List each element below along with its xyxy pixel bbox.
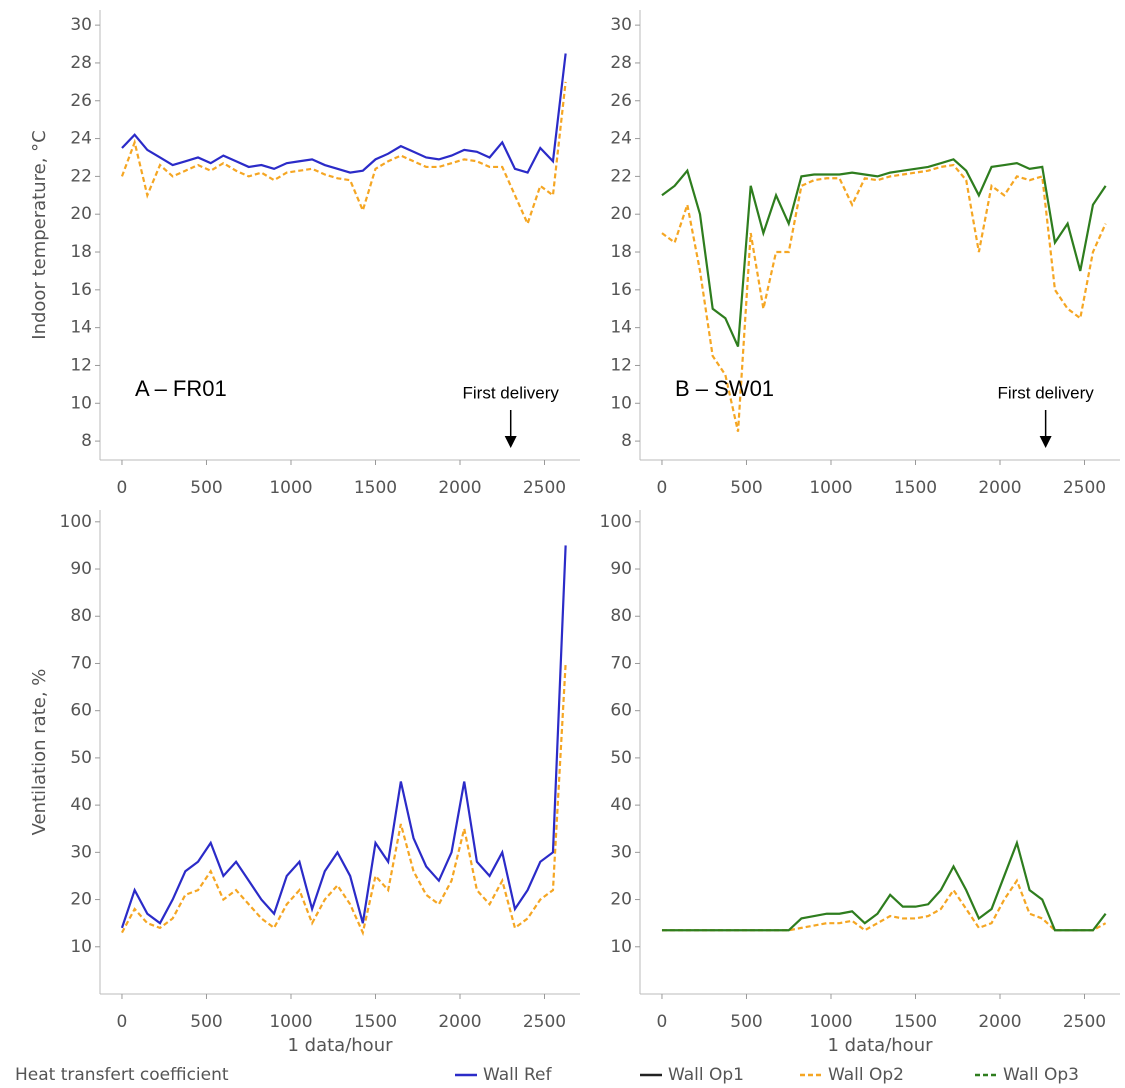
series-line bbox=[661, 163, 1107, 432]
legend-title: Heat transfert coefficient bbox=[15, 1065, 229, 1085]
x-tick-label: 2500 bbox=[523, 478, 566, 498]
y-tick-label: 30 bbox=[70, 15, 92, 35]
x-tick-label: 500 bbox=[190, 478, 222, 498]
y-tick-label: 12 bbox=[610, 355, 632, 375]
y-tick-label: 100 bbox=[600, 512, 632, 532]
x-tick-label: 500 bbox=[730, 478, 762, 498]
y-tick-label: 20 bbox=[70, 204, 92, 224]
y-tick-label: 20 bbox=[70, 890, 92, 910]
y-tick-label: 70 bbox=[610, 653, 632, 673]
y-tick-label: 80 bbox=[610, 606, 632, 626]
y-tick-label: 28 bbox=[610, 53, 632, 73]
y-tick-label: 10 bbox=[70, 393, 92, 413]
y-tick-label: 30 bbox=[610, 842, 632, 862]
x-tick-label: 2000 bbox=[438, 478, 481, 498]
annotation: First delivery bbox=[997, 383, 1094, 402]
x-tick-label: 1500 bbox=[354, 1012, 397, 1032]
y-tick-label: 24 bbox=[610, 129, 632, 149]
x-tick-label: 1000 bbox=[809, 478, 852, 498]
x-tick-label: 500 bbox=[730, 1012, 762, 1032]
series-line bbox=[120, 81, 567, 227]
y-tick-label: 22 bbox=[610, 166, 632, 186]
y-tick-label: 90 bbox=[70, 559, 92, 579]
y-tick-label: 10 bbox=[610, 393, 632, 413]
legend-label: Wall Op2 bbox=[828, 1065, 904, 1085]
x-tick-label: 1000 bbox=[269, 1012, 312, 1032]
x-tick-label: 500 bbox=[190, 1012, 222, 1032]
legend-label: Wall Ref bbox=[483, 1065, 552, 1085]
y-tick-label: 26 bbox=[70, 91, 92, 111]
panel-label: B – SW01 bbox=[675, 376, 774, 401]
x-tick-label: 2500 bbox=[1063, 478, 1106, 498]
x-tick-label: 2500 bbox=[523, 1012, 566, 1032]
y-tick-label: 20 bbox=[610, 890, 632, 910]
series-line bbox=[121, 663, 567, 937]
y-tick-label: 50 bbox=[70, 748, 92, 768]
annotation: First delivery bbox=[463, 383, 560, 402]
x-tick-label: 2000 bbox=[978, 478, 1021, 498]
x-tick-label: 1000 bbox=[269, 478, 312, 498]
y-tick-label: 18 bbox=[70, 242, 92, 262]
y-tick-label: 22 bbox=[70, 166, 92, 186]
y-tick-label: 90 bbox=[610, 559, 632, 579]
y-tick-label: 10 bbox=[610, 937, 632, 957]
x-axis-label: 1 data/hour bbox=[827, 1035, 933, 1056]
x-tick-label: 1500 bbox=[894, 1012, 937, 1032]
y-tick-label: 40 bbox=[610, 795, 632, 815]
series-line bbox=[661, 839, 1107, 932]
y-tick-label: 8 bbox=[621, 431, 632, 451]
x-tick-label: 0 bbox=[117, 478, 128, 498]
annotation-arrowhead bbox=[504, 436, 517, 448]
y-tick-label: 16 bbox=[70, 280, 92, 300]
y-tick-label: 30 bbox=[70, 842, 92, 862]
y-tick-label: 18 bbox=[610, 242, 632, 262]
y-tick-label: 80 bbox=[70, 606, 92, 626]
x-tick-label: 1500 bbox=[894, 478, 937, 498]
x-tick-label: 2000 bbox=[978, 1012, 1021, 1032]
series-line bbox=[121, 53, 567, 174]
x-tick-label: 1000 bbox=[809, 1012, 852, 1032]
y-tick-label: 50 bbox=[610, 748, 632, 768]
x-tick-label: 2500 bbox=[1063, 1012, 1106, 1032]
y-tick-label: 14 bbox=[70, 318, 92, 338]
x-tick-label: 2000 bbox=[438, 1012, 481, 1032]
x-tick-label: 0 bbox=[657, 1012, 668, 1032]
x-tick-label: 1500 bbox=[354, 478, 397, 498]
legend-label: Wall Op1 bbox=[668, 1065, 744, 1085]
series-line bbox=[661, 158, 1107, 348]
y-tick-label: 40 bbox=[70, 795, 92, 815]
y-tick-label: 28 bbox=[70, 53, 92, 73]
y-tick-label: 14 bbox=[610, 318, 632, 338]
x-tick-label: 0 bbox=[117, 1012, 128, 1032]
annotation-arrowhead bbox=[1039, 436, 1052, 448]
y-tick-label: 100 bbox=[60, 512, 92, 532]
y-axis-label: Ventilation rate, % bbox=[29, 669, 50, 836]
y-axis-label: Indoor temperature, °C bbox=[29, 130, 50, 339]
y-tick-label: 70 bbox=[70, 653, 92, 673]
y-tick-label: 24 bbox=[70, 129, 92, 149]
panel-label: A – FR01 bbox=[135, 376, 227, 401]
y-tick-label: 26 bbox=[610, 91, 632, 111]
x-tick-label: 0 bbox=[657, 478, 668, 498]
y-tick-label: 20 bbox=[610, 204, 632, 224]
y-tick-label: 30 bbox=[610, 15, 632, 35]
y-tick-label: 60 bbox=[610, 701, 632, 721]
y-tick-label: 8 bbox=[81, 431, 92, 451]
series-line bbox=[120, 545, 567, 929]
y-tick-label: 12 bbox=[70, 355, 92, 375]
y-tick-label: 16 bbox=[610, 280, 632, 300]
y-tick-label: 10 bbox=[70, 937, 92, 957]
legend-label: Wall Op3 bbox=[1003, 1065, 1079, 1085]
y-tick-label: 60 bbox=[70, 701, 92, 721]
x-axis-label: 1 data/hour bbox=[287, 1035, 393, 1056]
